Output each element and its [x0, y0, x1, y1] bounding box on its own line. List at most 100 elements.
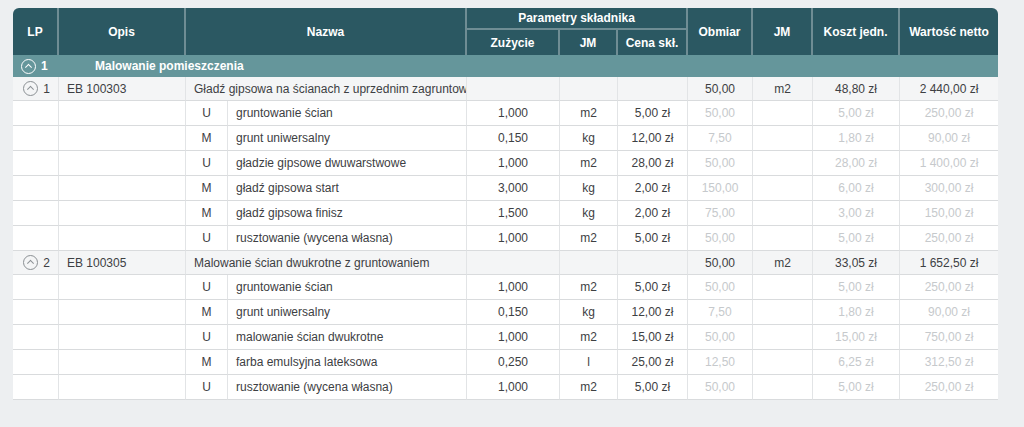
item-row[interactable]: 2EB 100305Malowanie ścian dwukrotne z gr… — [13, 251, 998, 275]
wartosc-netto-cell: 312,50 zł — [900, 350, 998, 375]
component-row[interactable]: Mgładź gipsowa finisz1,500kg2,00 zł75,00… — [13, 201, 998, 226]
lp-number: 2 — [43, 256, 50, 270]
jm-cell — [753, 226, 813, 251]
table-header: LP Opis Nazwa Parametry składnika Obmiar… — [13, 8, 998, 55]
collapse-toggle[interactable] — [23, 255, 38, 270]
name-cell: gładź gipsowa finisz — [228, 201, 467, 226]
name-cell: rusztowanie (wycena własna) — [228, 375, 467, 400]
jm-cell — [753, 350, 813, 375]
column-header-lp[interactable]: LP — [13, 8, 59, 55]
zuzycie-cell — [467, 77, 560, 101]
cena-skl-cell — [618, 251, 688, 275]
koszt-jedn-cell: 15,00 zł — [813, 325, 900, 350]
name-cell: gruntowanie ścian — [228, 275, 467, 300]
item-row[interactable]: 1EB 100303Gładź gipsowa na ścianach z up… — [13, 77, 998, 101]
collapse-toggle[interactable] — [23, 81, 38, 96]
jm-cell: m2 — [753, 251, 813, 275]
zuzycie-cell: 1,000 — [467, 226, 560, 251]
zuzycie-cell: 0,150 — [467, 126, 560, 151]
lp-cell: 1 — [13, 55, 59, 77]
zuzycie-cell: 1,000 — [467, 375, 560, 400]
opis-cell — [59, 101, 186, 126]
column-header-zuzycie[interactable]: Zużycie — [467, 30, 560, 55]
jm-skladnika-cell: kg — [560, 126, 618, 151]
component-row[interactable]: Ugruntowanie ścian1,000m25,00 zł50,005,0… — [13, 275, 998, 300]
obmiar-cell: 50,00 — [688, 325, 753, 350]
component-row[interactable]: Umalowanie ścian dwukrotne1,000m215,00 z… — [13, 325, 998, 350]
zuzycie-cell: 1,000 — [467, 101, 560, 126]
lp-cell — [13, 325, 59, 350]
column-header-koszt-jedn[interactable]: Koszt jedn. — [813, 8, 900, 55]
koszt-jedn-cell: 3,00 zł — [813, 201, 900, 226]
cena-skl-cell: 2,00 zł — [618, 201, 688, 226]
jm-skladnika-cell: m2 — [560, 375, 618, 400]
jm-cell — [753, 325, 813, 350]
column-header-opis[interactable]: Opis — [59, 8, 186, 55]
obmiar-cell: 50,00 — [688, 101, 753, 126]
component-row[interactable]: Ugładzie gipsowe dwuwarstwowe1,000m228,0… — [13, 151, 998, 176]
obmiar-cell: 50,00 — [688, 375, 753, 400]
component-row[interactable]: Mfarba emulsyjna lateksowa0,250l25,00 zł… — [13, 350, 998, 375]
obmiar-cell: 50,00 — [688, 77, 753, 101]
name-cell: rusztowanie (wycena własna) — [228, 226, 467, 251]
jm-cell — [753, 101, 813, 126]
opis-cell: EB 100305 — [59, 251, 186, 275]
column-header-cena-skl[interactable]: Cena skł. — [618, 30, 688, 55]
column-header-wartosc-netto[interactable]: Wartość netto — [900, 8, 998, 55]
opis-cell — [59, 300, 186, 325]
component-type-cell: M — [186, 300, 228, 325]
component-row[interactable]: Urusztowanie (wycena własna)1,000m25,00 … — [13, 226, 998, 251]
obmiar-cell: 50,00 — [688, 226, 753, 251]
column-header-obmiar[interactable]: Obmiar — [688, 8, 753, 55]
obmiar-cell: 50,00 — [688, 151, 753, 176]
jm-skladnika-cell: m2 — [560, 101, 618, 126]
component-row[interactable]: Mgrunt uniwersalny0,150kg12,00 zł7,501,8… — [13, 126, 998, 151]
component-row[interactable]: Urusztowanie (wycena własna)1,000m25,00 … — [13, 375, 998, 400]
koszt-jedn-cell: 5,00 zł — [813, 375, 900, 400]
group-row[interactable]: 1 Malowanie pomieszczenia — [13, 55, 998, 77]
component-row[interactable]: Ugruntowanie ścian1,000m25,00 zł50,005,0… — [13, 101, 998, 126]
name-cell: gładzie gipsowe dwuwarstwowe — [228, 151, 467, 176]
name-cell: grunt uniwersalny — [228, 300, 467, 325]
jm-skladnika-cell: m2 — [560, 151, 618, 176]
wartosc-netto-cell: 90,00 zł — [900, 300, 998, 325]
component-row[interactable]: Mgrunt uniwersalny0,150kg12,00 zł7,501,8… — [13, 300, 998, 325]
cena-skl-cell — [618, 77, 688, 101]
cena-skl-cell: 5,00 zł — [618, 101, 688, 126]
jm-cell — [753, 126, 813, 151]
obmiar-cell: 12,50 — [688, 350, 753, 375]
lp-flex: 1 — [21, 81, 50, 96]
opis-cell — [59, 201, 186, 226]
component-row[interactable]: Mgładź gipsowa start3,000kg2,00 zł150,00… — [13, 176, 998, 201]
jm-skladnika-cell — [560, 251, 618, 275]
wartosc-netto-cell: 300,00 zł — [900, 176, 998, 201]
group-title: Malowanie pomieszczenia — [67, 59, 244, 73]
name-cell: gruntowanie ścian — [228, 101, 467, 126]
lp-cell: 1 — [13, 77, 59, 101]
wartosc-netto-cell: 250,00 zł — [900, 101, 998, 126]
column-header-jm-skladnika[interactable]: JM — [560, 30, 618, 55]
chevron-up-icon — [25, 63, 32, 70]
jm-cell — [753, 275, 813, 300]
column-header-jm[interactable]: JM — [753, 8, 813, 55]
lp-cell — [13, 226, 59, 251]
chevron-up-icon — [27, 260, 34, 267]
wartosc-netto-cell: 250,00 zł — [900, 275, 998, 300]
opis-cell — [59, 350, 186, 375]
lp-cell: 2 — [13, 251, 59, 275]
opis-cell — [59, 375, 186, 400]
opis-cell — [59, 176, 186, 201]
collapse-toggle[interactable] — [21, 59, 36, 74]
column-header-nazwa[interactable]: Nazwa — [186, 8, 467, 55]
estimate-page: LP Opis Nazwa Parametry składnika Obmiar… — [0, 0, 1024, 427]
group-title-cell: Malowanie pomieszczenia — [59, 55, 998, 77]
cena-skl-cell: 2,00 zł — [618, 176, 688, 201]
name-cell: farba emulsyjna lateksowa — [228, 350, 467, 375]
component-type-cell: M — [186, 201, 228, 226]
koszt-jedn-cell: 5,00 zł — [813, 101, 900, 126]
koszt-jedn-cell: 5,00 zł — [813, 275, 900, 300]
component-type-cell: M — [186, 350, 228, 375]
lp-cell — [13, 126, 59, 151]
cena-skl-cell: 5,00 zł — [618, 226, 688, 251]
obmiar-cell: 50,00 — [688, 275, 753, 300]
